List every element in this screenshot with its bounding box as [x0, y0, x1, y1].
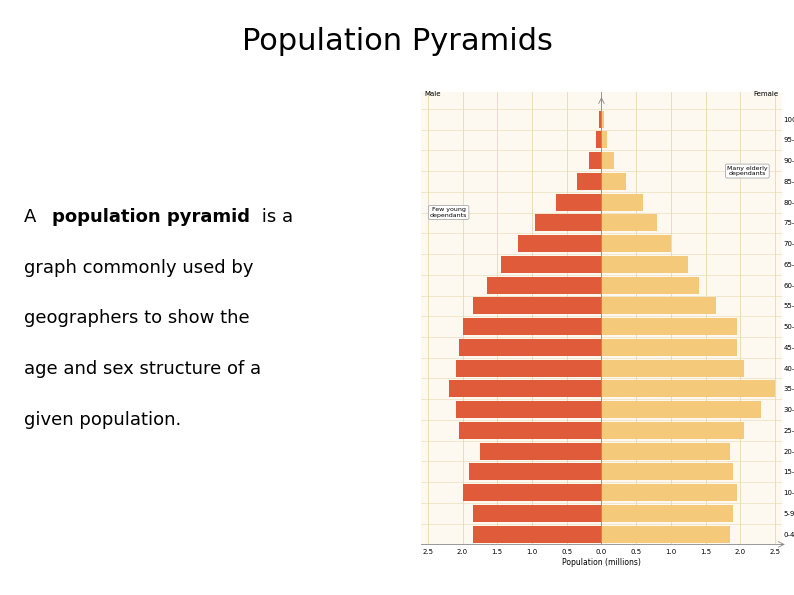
Bar	[602, 422, 744, 439]
Bar	[589, 152, 602, 169]
Bar	[456, 401, 602, 418]
Bar	[602, 339, 737, 356]
Bar	[473, 505, 602, 522]
Bar	[602, 359, 744, 377]
Bar	[459, 422, 602, 439]
Bar	[602, 214, 657, 231]
Bar	[459, 339, 602, 356]
Bar	[469, 464, 602, 480]
Bar	[473, 298, 602, 314]
Bar	[449, 380, 602, 397]
Bar	[473, 525, 602, 543]
Bar	[602, 484, 737, 501]
Bar	[518, 235, 602, 252]
Bar	[480, 443, 602, 459]
Bar	[602, 464, 734, 480]
Bar	[602, 256, 688, 273]
Text: Many elderly
dependants: Many elderly dependants	[727, 165, 768, 177]
Bar	[602, 298, 716, 314]
Bar	[602, 401, 761, 418]
Bar	[596, 131, 602, 148]
Text: A: A	[24, 208, 42, 226]
Text: population pyramid: population pyramid	[52, 208, 250, 226]
Bar	[462, 318, 602, 335]
Bar	[602, 193, 643, 211]
Bar	[602, 380, 775, 397]
Bar	[535, 214, 602, 231]
Text: graph commonly used by: graph commonly used by	[24, 259, 253, 277]
Bar	[501, 256, 602, 273]
Text: age and sex structure of a: age and sex structure of a	[24, 360, 261, 378]
Bar	[602, 525, 730, 543]
Text: given population.: given population.	[24, 411, 181, 428]
Text: is a: is a	[256, 208, 294, 226]
Text: Few young
dependants: Few young dependants	[430, 207, 468, 218]
Bar	[602, 443, 730, 459]
Bar	[462, 484, 602, 501]
Bar	[602, 152, 614, 169]
Bar	[602, 111, 603, 128]
Bar	[487, 277, 602, 294]
Bar	[602, 318, 737, 335]
Text: geographers to show the: geographers to show the	[24, 309, 249, 327]
Bar	[602, 235, 671, 252]
Text: Population Pyramids: Population Pyramids	[241, 27, 553, 56]
Bar	[602, 277, 699, 294]
Bar	[602, 131, 607, 148]
Bar	[602, 173, 626, 190]
Text: Female: Female	[754, 92, 779, 98]
X-axis label: Population (millions): Population (millions)	[562, 558, 641, 567]
Bar	[599, 111, 602, 128]
Text: Male: Male	[424, 92, 441, 98]
Bar	[577, 173, 602, 190]
Bar	[456, 359, 602, 377]
Bar	[602, 505, 734, 522]
Bar	[557, 193, 602, 211]
